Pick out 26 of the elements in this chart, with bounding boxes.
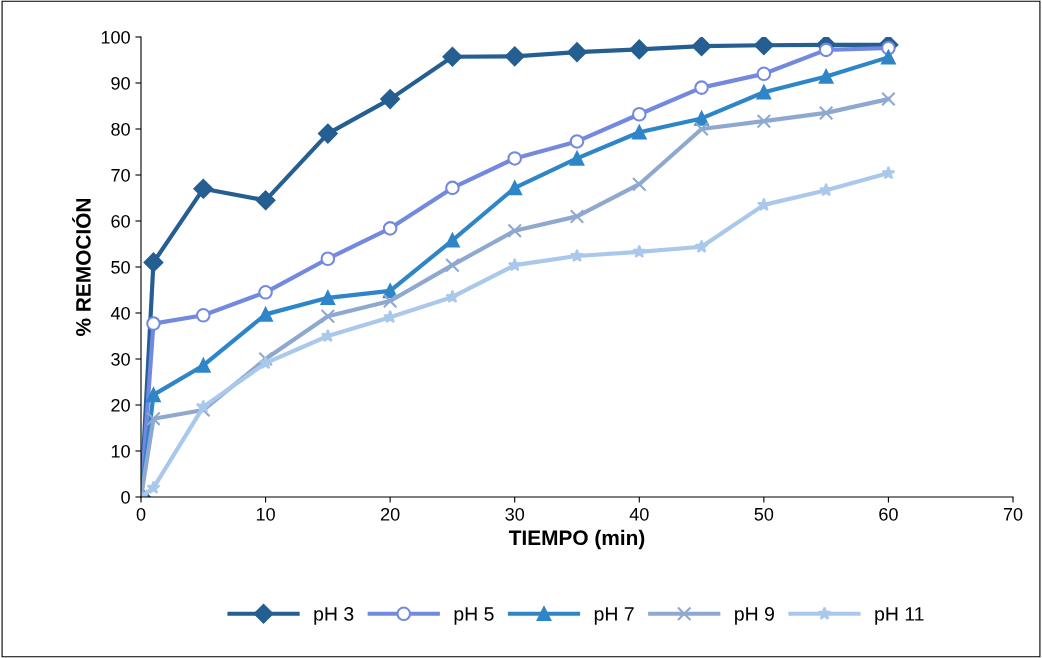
x-tick-label: 50 (754, 507, 774, 521)
y-tick-label: 30 (111, 352, 130, 366)
y-tick-label: 20 (111, 398, 130, 412)
y-tick-label: 0 (121, 490, 130, 504)
y-axis-title: % REMOCIÓN (72, 198, 91, 336)
y-tick-label: 100 (101, 30, 130, 44)
y-tick-label: 90 (111, 76, 130, 90)
y-tick-label: 70 (111, 168, 130, 182)
x-tick-label: 70 (1003, 507, 1023, 521)
x-tick-label: 30 (505, 507, 525, 521)
y-tick-label: 10 (111, 444, 130, 458)
y-tick-label: 50 (111, 260, 130, 274)
x-tick-label: 60 (879, 507, 898, 521)
x-axis-title: TIEMPO (min) (508, 529, 645, 550)
x-tick-label: 20 (381, 507, 400, 521)
x-tick-label: 10 (256, 507, 275, 521)
legend-label: pH 11 (875, 607, 924, 625)
y-tick-label: 40 (110, 306, 130, 320)
legend-label: pH 3 (314, 607, 354, 625)
legend-label: pH 9 (735, 607, 774, 625)
legend-label: pH 5 (454, 607, 494, 625)
x-tick-label: 0 (136, 507, 146, 521)
y-tick-label: 80 (111, 122, 130, 136)
y-tick-label: 60 (111, 214, 130, 228)
x-tick-label: 40 (629, 507, 649, 521)
legend-label: pH 7 (594, 607, 634, 625)
